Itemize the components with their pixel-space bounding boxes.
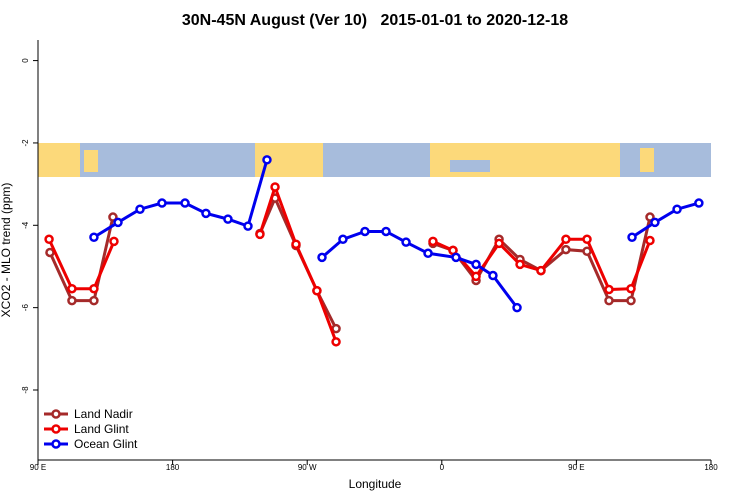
point (381, 226, 391, 237)
point (243, 221, 253, 231)
point (428, 236, 438, 247)
point (451, 252, 461, 263)
legend-marker (51, 439, 61, 449)
y-tick-label: -4 (21, 221, 30, 229)
point (423, 248, 433, 259)
point (672, 204, 682, 214)
point (536, 265, 546, 276)
point (67, 295, 77, 306)
point (157, 198, 167, 208)
point (291, 239, 301, 249)
point (262, 155, 272, 165)
point (645, 235, 655, 246)
point (561, 244, 571, 255)
point (360, 226, 370, 237)
x-tick-label: 90 W (298, 463, 317, 472)
point (604, 295, 614, 306)
point (180, 198, 190, 208)
x-tick-label: 180 (704, 463, 718, 472)
point (604, 284, 614, 295)
point (89, 283, 99, 294)
point (338, 234, 348, 245)
point (317, 252, 327, 263)
point (627, 232, 637, 242)
legend-label: Land Nadir (74, 407, 133, 421)
point (694, 198, 704, 208)
map-strip (38, 143, 711, 177)
point (626, 295, 636, 306)
point (113, 217, 123, 228)
point (67, 283, 77, 294)
point (108, 212, 118, 222)
point (331, 337, 341, 347)
point (471, 259, 481, 270)
legend-marker (51, 409, 61, 419)
y-tick-label: -2 (21, 139, 30, 147)
point (401, 237, 411, 247)
legend-label: Ocean Glint (74, 437, 138, 451)
y-tick-label: -8 (21, 386, 30, 394)
point (650, 217, 660, 228)
point (494, 238, 504, 249)
point (515, 259, 525, 270)
point (512, 302, 522, 313)
y-tick-label: 0 (21, 58, 30, 63)
point (270, 182, 280, 192)
point (89, 295, 99, 306)
point (561, 234, 571, 245)
x-tick-label: 0 (440, 463, 445, 472)
point (45, 247, 55, 258)
point (223, 214, 233, 224)
x-tick-label: 180 (166, 463, 180, 472)
chart-title: 30N-45N August (Ver 10) 2015-01-01 to 20… (182, 12, 568, 29)
point (89, 232, 99, 242)
series-line (48, 194, 652, 330)
point (312, 286, 322, 296)
x-tick-label: 90 E (568, 463, 584, 472)
x-tick-label: 90 E (30, 463, 46, 472)
legend-label: Land Glint (74, 422, 129, 436)
point (626, 283, 636, 294)
point (135, 204, 145, 214)
point (44, 234, 54, 245)
y-axis-label: XCO2 - MLO trend (ppm) (0, 183, 13, 318)
point (201, 208, 211, 219)
x-axis-label: Longitude (349, 477, 402, 491)
point (255, 229, 265, 240)
point (471, 271, 481, 282)
point (109, 236, 119, 247)
legend-marker (51, 424, 61, 434)
y-tick-label: -6 (21, 304, 30, 312)
point (582, 234, 592, 245)
point (582, 246, 592, 256)
point (488, 270, 498, 281)
point (645, 212, 655, 222)
